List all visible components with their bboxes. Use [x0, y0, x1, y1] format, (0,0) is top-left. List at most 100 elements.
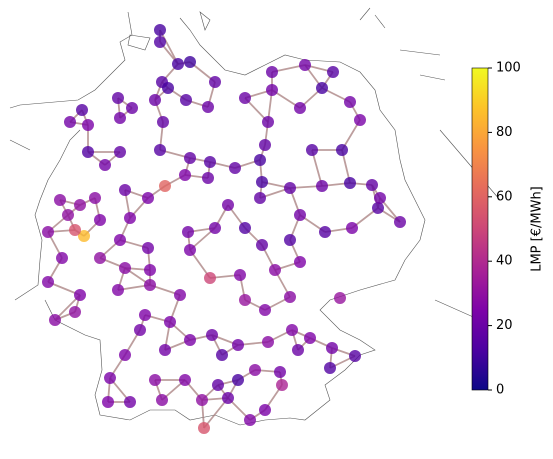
bus [184, 152, 196, 164]
bus [269, 264, 281, 276]
bus [104, 372, 116, 384]
bus [164, 316, 176, 328]
bus [99, 159, 111, 171]
bus [74, 289, 86, 301]
bus [209, 222, 221, 234]
bus [62, 209, 74, 221]
bus [144, 279, 156, 291]
bus [276, 379, 288, 391]
bus [294, 102, 306, 114]
bus [142, 192, 154, 204]
bus [349, 350, 361, 362]
bus [259, 404, 271, 416]
bus [162, 82, 174, 94]
bus [372, 202, 384, 214]
bus [256, 239, 268, 251]
bus [82, 146, 94, 158]
colorbar-tick-label: 100 [496, 61, 521, 76]
bus [156, 394, 168, 406]
bus [119, 184, 131, 196]
bus [234, 269, 246, 281]
bus [286, 324, 298, 336]
bus [149, 374, 161, 386]
bus [184, 334, 196, 346]
bus [126, 102, 138, 114]
bus [346, 222, 358, 234]
bus [254, 154, 266, 166]
bus [184, 244, 196, 256]
line [159, 29, 179, 65]
line [203, 397, 229, 429]
bus [49, 314, 61, 326]
bus [119, 349, 131, 361]
bus [154, 144, 166, 156]
bus [232, 339, 244, 351]
bus [159, 344, 171, 356]
bus [139, 309, 151, 321]
bus [324, 362, 336, 374]
bus [78, 230, 90, 242]
bus [180, 94, 192, 106]
bus [266, 84, 278, 96]
bus [114, 146, 126, 158]
bus [232, 374, 244, 386]
bus [102, 396, 114, 408]
bus [174, 289, 186, 301]
bus [259, 139, 271, 151]
colorbar-tick-label: 40 [496, 254, 513, 269]
bus [284, 291, 296, 303]
bus [179, 169, 191, 181]
bus [154, 24, 166, 36]
bus [256, 176, 268, 188]
bus [262, 336, 274, 348]
borders [9, 7, 501, 426]
bus [239, 294, 251, 306]
bus [306, 144, 318, 156]
bus [64, 116, 76, 128]
bus [284, 182, 296, 194]
bus [69, 306, 81, 318]
bus [204, 272, 216, 284]
bus [184, 56, 196, 68]
bus [366, 179, 378, 191]
bus [212, 379, 224, 391]
bus [204, 156, 216, 168]
bus [344, 96, 356, 108]
bus [159, 180, 171, 192]
line [311, 149, 323, 187]
bus [154, 36, 166, 48]
bus [89, 192, 101, 204]
bus [76, 104, 88, 116]
bus [42, 226, 54, 238]
bus [254, 192, 266, 204]
bus [316, 180, 328, 192]
colorbar-label: LMP [€/MWh] [530, 186, 545, 272]
bus [149, 94, 161, 106]
colorbar-tick-label: 60 [496, 189, 513, 204]
bus [134, 324, 146, 336]
bus [262, 116, 274, 128]
bus [82, 119, 94, 131]
bus [259, 304, 271, 316]
bus [292, 344, 304, 356]
bus [196, 394, 208, 406]
bus [319, 226, 331, 238]
colorbar-tick-label: 0 [496, 383, 504, 398]
bus [327, 66, 339, 78]
bus [54, 194, 66, 206]
colorbar-tick-label: 80 [496, 125, 513, 140]
bus [239, 222, 251, 234]
bus [172, 58, 184, 70]
bus [299, 59, 311, 71]
bus [94, 214, 106, 226]
bus [229, 162, 241, 174]
bus [222, 392, 234, 404]
bus [316, 82, 328, 94]
bus [266, 66, 278, 78]
bus [294, 209, 306, 221]
bus [94, 252, 106, 264]
bus [124, 212, 136, 224]
bus [69, 224, 81, 236]
bus [244, 414, 256, 426]
